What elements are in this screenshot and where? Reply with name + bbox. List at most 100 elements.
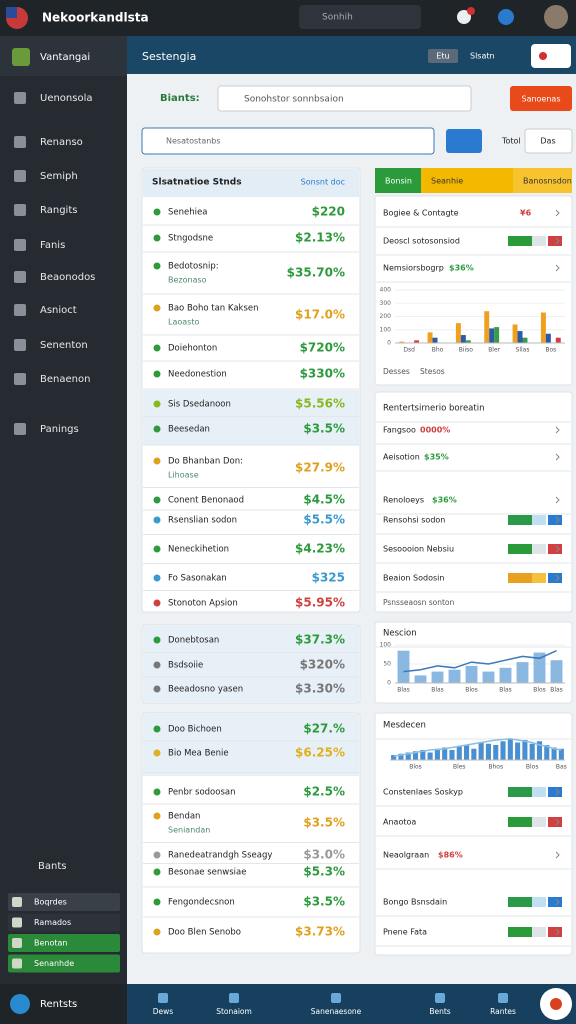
tab[interactable] [375,168,421,193]
primary-button[interactable] [510,86,572,111]
filter-button[interactable] [446,129,482,153]
bar [482,671,495,683]
list-item[interactable] [8,913,120,932]
card-link[interactable]: Sonsnt doc [301,178,345,187]
nav-icon [14,170,26,182]
row-value: $3.5% [303,816,345,830]
row-value: $3.73% [295,925,345,939]
progress [508,236,532,246]
filter-select[interactable] [141,127,435,155]
row-sub: Laoasto [168,318,199,327]
progress [508,544,532,554]
row-icon [153,928,161,936]
progress [548,515,562,525]
row-icon [153,234,161,242]
list-icon [12,897,22,907]
row-value: $86% [438,851,463,860]
row-label: Rsenslian sodon [168,516,237,526]
list-item[interactable] [8,893,120,911]
x-tick-label: Blas [397,687,410,694]
list-item[interactable] [8,954,120,973]
progress [548,787,562,797]
bar [465,340,471,343]
bar [434,748,440,760]
highlight [143,714,359,776]
bar [431,671,444,683]
tab[interactable] [513,168,572,193]
row-value: $2.13% [295,231,345,245]
x-tick-label: Blas [499,687,512,694]
nav-icon [331,993,341,1003]
progress [508,573,532,583]
bar [493,745,499,760]
dropdown[interactable]: Slsatn [470,52,495,61]
tab[interactable] [421,168,513,193]
row-label: Bao Boho tan Kaksen [168,304,259,314]
nav-icon [14,204,26,216]
search-field[interactable] [217,85,472,112]
nav-item[interactable]: Panings [40,424,79,435]
row-label: Rensohsi sodon [383,516,445,525]
label: Sanoenas [521,95,560,104]
x-tick-label: Bhos [488,764,503,771]
nav-item[interactable]: Semiph [40,171,78,182]
bar [522,337,528,343]
y-tick-label: 200 [380,313,392,320]
row-value: $5.95% [295,596,345,610]
nav-tab[interactable]: Dews [153,1007,174,1016]
nav-item[interactable]: Asnioct [40,305,77,316]
search-placeholder: Sonhih [322,13,353,23]
x-tick-label: Blas [550,687,563,694]
nav-item[interactable]: Renanso [40,137,83,148]
row-label: Doiehonton [168,344,217,354]
row-value: $325 [312,571,345,585]
action-button[interactable] [531,44,571,68]
x-tick-label: Sllas [516,347,530,354]
nav-item[interactable]: Rangits [40,205,77,216]
line [403,650,557,673]
chevron [555,818,560,826]
nav-item[interactable]: Benaenon [40,374,90,385]
progress [508,787,532,797]
row-label: Beaion Sodosin [383,574,444,583]
label: Banosnsdon [523,177,572,186]
list-item[interactable] [8,934,120,952]
nav-icon [14,423,26,435]
row-label: Donebtosan [168,636,219,646]
panel-footer: Psnsseaosn sonton [383,598,454,607]
bar [471,748,477,760]
bar [442,747,448,760]
panel [374,391,573,613]
nav-icon [14,92,26,104]
das-button[interactable] [524,128,573,154]
nav-item[interactable]: Fanis [40,240,65,251]
card-title: Slsatnatioe Stnds [152,178,242,188]
row-label: Bedotosnip: [168,262,219,272]
progress [548,236,562,246]
nav-tab[interactable]: Bents [429,1007,450,1016]
page-title: Sestengia [142,50,196,63]
label: Sonohstor sonnbsaion [244,95,344,105]
y-tick-label: 50 [383,661,391,668]
nav-tab[interactable]: Rantes [490,1007,516,1016]
nav-item[interactable]: Beaonodos [40,272,95,283]
nav-tab[interactable]: Sanenaesone [311,1007,362,1016]
nav-tab[interactable]: Stonaiom [216,1007,252,1016]
list-icon [12,958,22,969]
y-tick-label: 100 [380,642,392,649]
row-label: Deoscl sotosonsiod [383,237,460,246]
row-value: $5.56% [295,397,345,411]
y-tick-label: 100 [380,326,392,333]
bar [485,743,491,760]
nav-item[interactable]: Uenonsola [40,93,93,104]
bar [465,665,478,683]
search-box[interactable] [299,5,421,29]
avatar [544,5,568,29]
row-label: Bogiee & Contagte [383,209,459,218]
bar [545,333,551,343]
chevron [555,898,560,906]
nav-item[interactable]: Senenton [40,340,88,351]
x-tick-label: Blos [533,687,546,694]
row-value: $3.0% [303,848,345,862]
label: Ramados [34,918,71,927]
